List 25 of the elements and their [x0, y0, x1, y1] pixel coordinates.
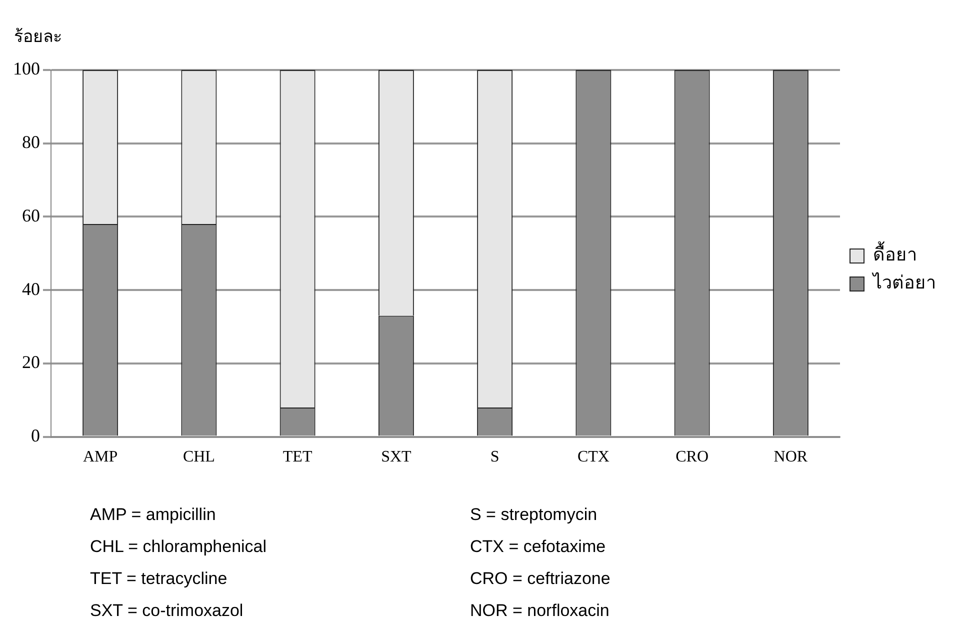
y-tick-label: 60	[22, 205, 40, 226]
text: S = streptomycin	[470, 505, 598, 526]
y-tick-label: 20	[22, 352, 40, 372]
text: SXT = co-trimoxazol	[90, 601, 244, 622]
x-tick-label: CRO	[676, 448, 709, 466]
legend-label: ไวต่อยา	[871, 272, 936, 293]
y-tick-label: 100	[13, 58, 40, 79]
text: CRO = ceftriazone	[470, 569, 612, 590]
y-tick-label: 0	[31, 426, 40, 446]
y-axis-title: ร้อยละ	[14, 26, 62, 48]
legend-label: ดื้อยา	[873, 242, 917, 265]
x-tick-label: CTX	[577, 448, 610, 466]
text: NOR = norfloxacin	[470, 601, 610, 622]
y-tick-label: 80	[22, 132, 40, 152]
x-tick-label: NOR	[774, 448, 808, 466]
text: CHL = chloramphenical	[90, 537, 268, 558]
text: TET = tetracycline	[90, 569, 228, 590]
y-tick-label: 40	[22, 278, 40, 299]
x-tick-label: TET	[282, 448, 312, 466]
x-tick-label: S	[490, 448, 500, 466]
x-tick-label: SXT	[381, 448, 412, 466]
text: CTX = cefotaxime	[470, 537, 607, 558]
x-tick-label: CHL	[182, 448, 215, 466]
x-tick-label: AMP	[82, 448, 118, 466]
text: AMP = ampicillin	[90, 505, 217, 526]
